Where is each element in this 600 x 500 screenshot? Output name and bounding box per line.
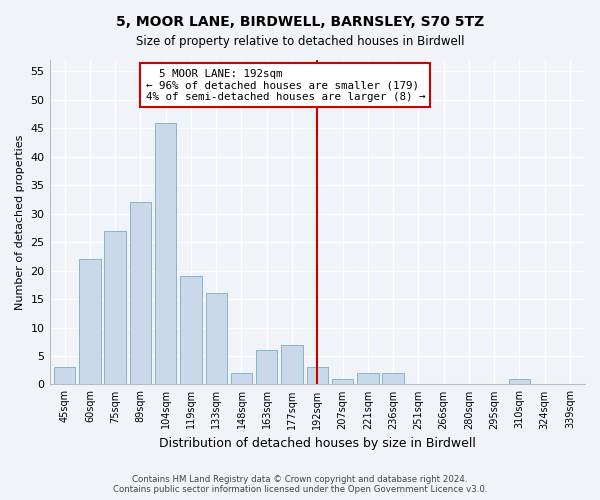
X-axis label: Distribution of detached houses by size in Birdwell: Distribution of detached houses by size … bbox=[159, 437, 476, 450]
Bar bbox=[206, 294, 227, 384]
Bar bbox=[332, 378, 353, 384]
Bar bbox=[180, 276, 202, 384]
Bar bbox=[256, 350, 277, 384]
Text: 5, MOOR LANE, BIRDWELL, BARNSLEY, S70 5TZ: 5, MOOR LANE, BIRDWELL, BARNSLEY, S70 5T… bbox=[116, 15, 484, 29]
Bar bbox=[357, 373, 379, 384]
Text: 5 MOOR LANE: 192sqm
← 96% of detached houses are smaller (179)
4% of semi-detach: 5 MOOR LANE: 192sqm ← 96% of detached ho… bbox=[146, 68, 425, 102]
Bar bbox=[79, 259, 101, 384]
Bar bbox=[307, 368, 328, 384]
Bar bbox=[281, 344, 303, 385]
Bar bbox=[231, 373, 252, 384]
Bar bbox=[155, 122, 176, 384]
Bar bbox=[509, 378, 530, 384]
Bar bbox=[104, 231, 126, 384]
Y-axis label: Number of detached properties: Number of detached properties bbox=[15, 134, 25, 310]
Text: Size of property relative to detached houses in Birdwell: Size of property relative to detached ho… bbox=[136, 35, 464, 48]
Text: Contains HM Land Registry data © Crown copyright and database right 2024.
Contai: Contains HM Land Registry data © Crown c… bbox=[113, 474, 487, 494]
Bar bbox=[54, 368, 76, 384]
Bar bbox=[130, 202, 151, 384]
Bar bbox=[382, 373, 404, 384]
